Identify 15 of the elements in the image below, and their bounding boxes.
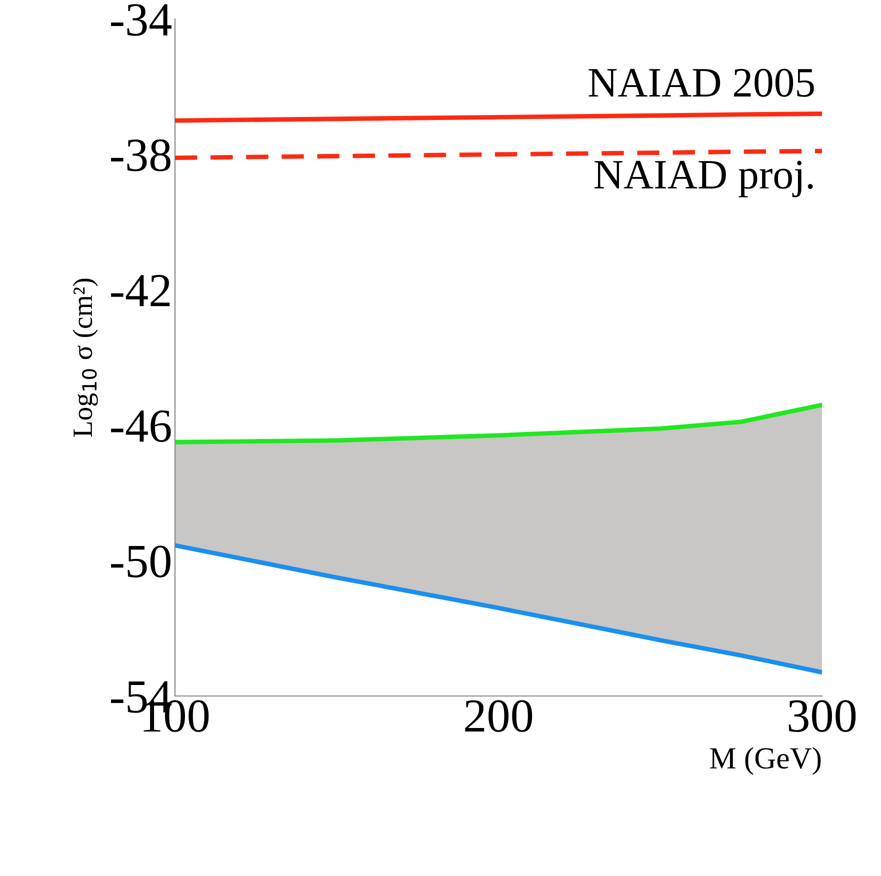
y-tick-label: -46 bbox=[111, 410, 171, 442]
y-tick-label: -38 bbox=[111, 139, 170, 172]
line-series bbox=[175, 148, 822, 160]
line-series bbox=[175, 402, 822, 444]
y-axis-title: Log$_{10}$ σ (cm²) bbox=[72, 278, 98, 437]
x-tick-label: 200 bbox=[465, 700, 532, 732]
x-tick-label: 300 bbox=[788, 700, 856, 732]
line-series bbox=[175, 543, 822, 675]
x-axis-title: M (GeV) bbox=[710, 747, 821, 775]
y-tick-label: -34 bbox=[111, 4, 172, 36]
line-series bbox=[175, 112, 822, 123]
series-label: NAIAD 2005 bbox=[588, 68, 814, 97]
y-tick-label: -42 bbox=[111, 274, 170, 306]
series-label: NAIAD proj. bbox=[594, 160, 813, 198]
y-tick-label: -50 bbox=[111, 546, 170, 578]
